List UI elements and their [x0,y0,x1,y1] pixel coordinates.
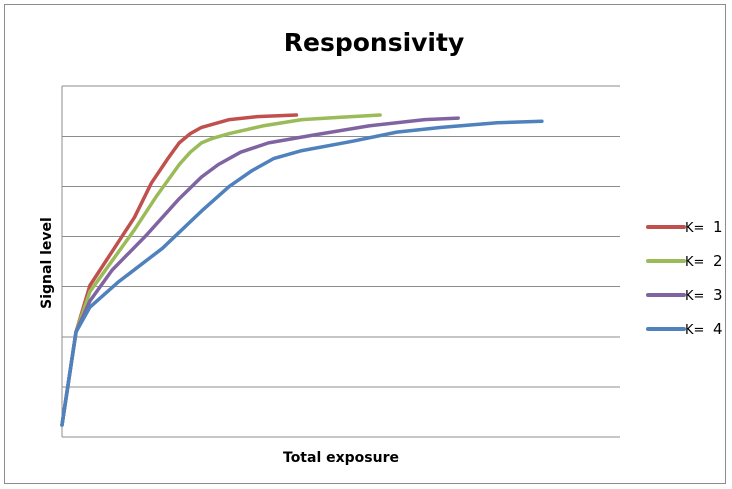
legend-label-k4: K= [685,323,704,338]
gridlines [62,85,620,438]
legend-label-k3: K= [685,289,704,304]
series-lines [60,113,544,427]
legend-label-k2: K= [685,255,704,270]
series-line-k4 [60,119,544,427]
x-axis-title: Total exposure [283,450,399,466]
chart-title: Responsivity [284,28,465,57]
chart-frame: Responsivity Total exposure Signal level… [4,4,726,484]
legend-value-k4: 4 [713,320,723,338]
legend-value-k3: 3 [713,286,723,304]
series-line-k2 [60,113,382,427]
legend-label-k1: K= [685,221,704,236]
legend-value-k1: 1 [713,218,723,236]
legend-value-k2: 2 [713,252,723,270]
series-line-k3 [60,116,460,427]
y-axis-title: Signal level [39,217,55,309]
chart: Responsivity Total exposure Signal level… [39,28,723,466]
series-line-k1 [60,113,299,427]
legend: K= 1 K= 2 K= 3 K= 4 [646,218,723,338]
